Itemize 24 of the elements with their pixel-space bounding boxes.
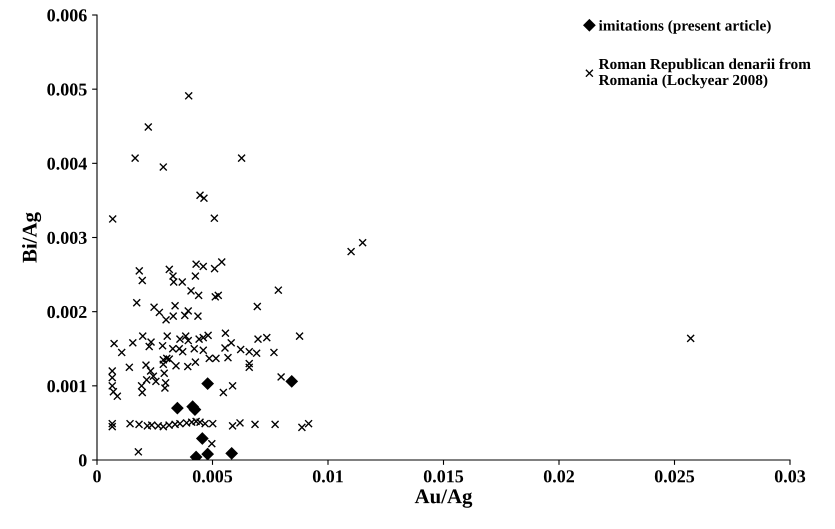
point (201, 377, 214, 390)
x-tick-label: 0.03 (774, 470, 806, 483)
y-tick-label: 0.001 (47, 380, 86, 392)
x-axis-title: Au/Ag (414, 489, 472, 508)
x-tick-label: 0.01 (312, 470, 343, 483)
x-tick-label: 0.02 (544, 470, 574, 483)
x-tick-label: 0.005 (192, 470, 232, 483)
y-tick-label: 0.003 (47, 232, 87, 244)
x-tick-label: 0.025 (654, 470, 694, 483)
point (225, 447, 238, 460)
point (201, 448, 214, 460)
point (171, 402, 184, 414)
y-tick-label: 0.006 (47, 9, 87, 22)
legend-label: imitations (present article) (598, 20, 771, 34)
y-tick-label: 0.004 (47, 158, 87, 170)
y-tick-label: 0 (78, 454, 87, 466)
point (285, 375, 298, 388)
legend-label: Roman Republican denarii from Romania (Lockyear 2008) (598, 58, 811, 88)
y-axis-title: Bi/Ag (22, 212, 42, 263)
point (196, 432, 209, 445)
x-tick-label: 0.015 (424, 470, 464, 483)
x-tick-label: 0 (93, 470, 101, 482)
y-tick-label: 0.005 (47, 83, 87, 96)
y-tick-label: 0.002 (47, 306, 86, 318)
